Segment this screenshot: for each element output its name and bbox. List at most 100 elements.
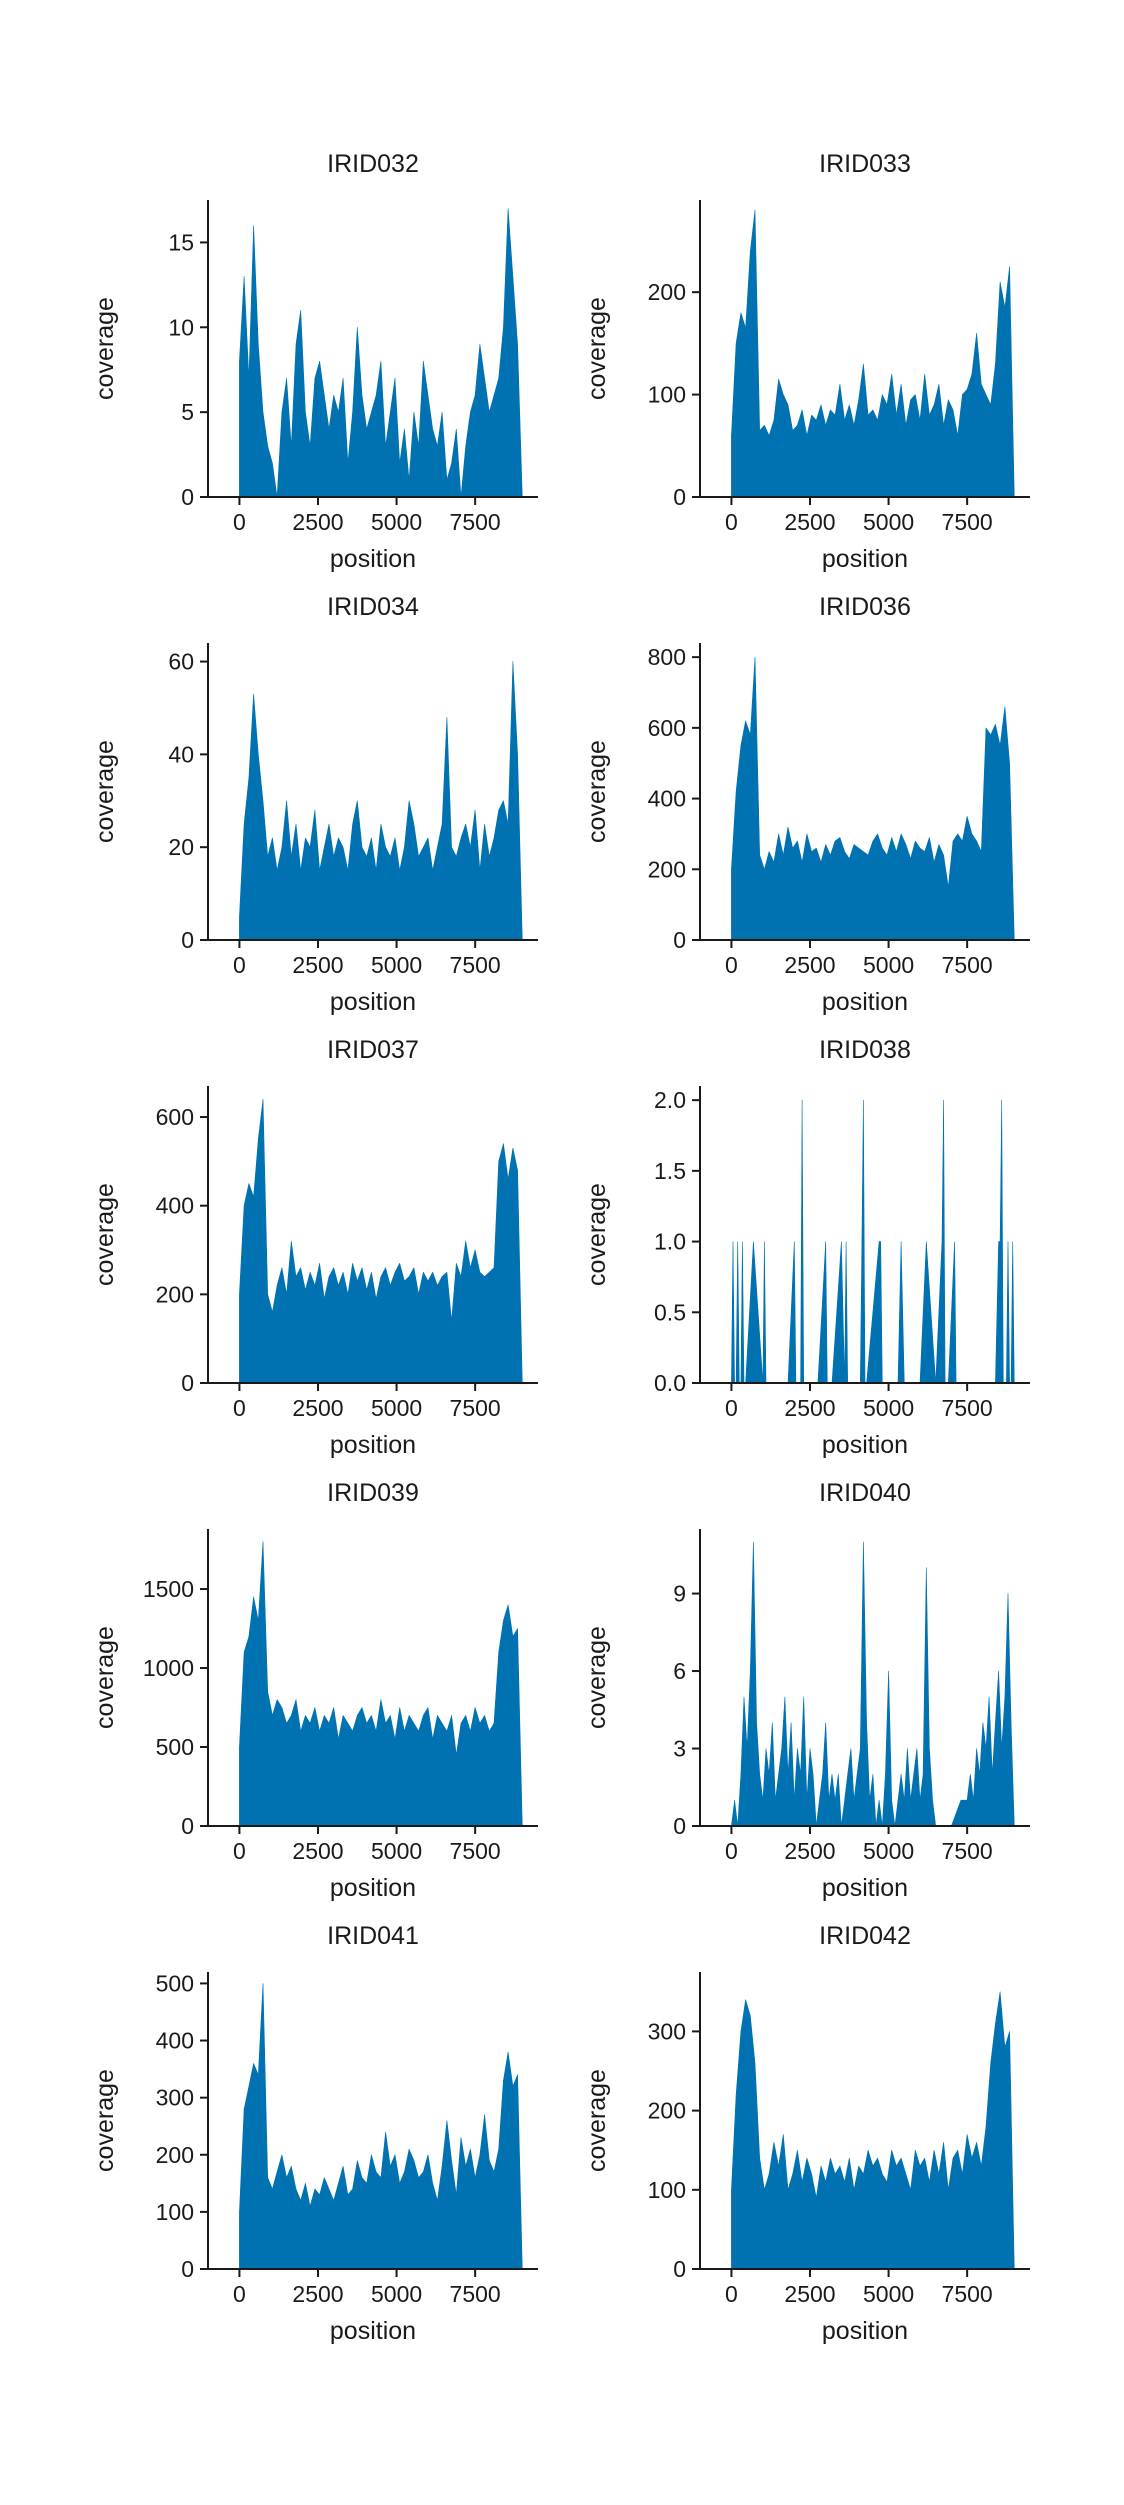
y-tick-label: 0: [181, 484, 194, 510]
y-tick-label: 300: [648, 2018, 686, 2044]
y-tick-label: 5: [181, 399, 194, 425]
y-tick-label: 200: [648, 856, 686, 882]
y-tick-label: 400: [648, 786, 686, 812]
x-tick-label: 7500: [450, 1838, 501, 1864]
subplot-IRID040: 0 2500 5000 7500 0 3 6 9 IRID040 position coverage: [583, 1479, 1030, 1902]
x-tick-label: 0: [233, 509, 246, 535]
y-tick-label: 1.5: [654, 1158, 686, 1184]
x-tick-label: 5000: [863, 509, 914, 535]
y-tick-label: 100: [156, 2199, 194, 2225]
y-axis-label: coverage: [583, 297, 611, 400]
subplot-IRID036: 0 2500 5000 7500 0 200 400 600 800 IRID036 positio…: [583, 593, 1030, 1016]
coverage-area: [731, 1541, 1015, 1827]
coverage-area: [239, 661, 523, 941]
y-tick-label: 0: [673, 927, 686, 953]
y-tick-label: 500: [156, 1970, 194, 1996]
x-axis-label: position: [330, 1874, 416, 1902]
x-axis-label: position: [330, 2317, 416, 2345]
x-tick-label: 0: [725, 1838, 738, 1864]
subplot-IRID042: 0 2500 5000 7500 0 100 200 300 IRID042 position co…: [583, 1922, 1030, 2345]
y-axis-label: coverage: [91, 1626, 119, 1729]
y-axis-label: coverage: [583, 2069, 611, 2172]
y-tick-label: 60: [168, 649, 194, 675]
x-axis-label: position: [330, 1431, 416, 1459]
y-axis-label: coverage: [583, 1183, 611, 1286]
x-tick-label: 2500: [784, 1395, 835, 1421]
y-tick-label: 200: [156, 1281, 194, 1307]
x-tick-label: 5000: [371, 952, 422, 978]
y-tick-label: 400: [156, 1193, 194, 1219]
x-tick-label: 2500: [292, 1395, 343, 1421]
x-tick-label: 0: [233, 2281, 246, 2307]
x-tick-label: 5000: [371, 2281, 422, 2307]
y-tick-label: 800: [648, 644, 686, 670]
y-tick-label: 200: [648, 279, 686, 305]
y-tick-label: 9: [673, 1581, 686, 1607]
y-tick-label: 1000: [143, 1655, 194, 1681]
coverage-area: [239, 1983, 523, 2270]
coverage-area: [731, 1099, 1015, 1384]
x-tick-label: 5000: [863, 1838, 914, 1864]
y-axis-label: coverage: [583, 1626, 611, 1729]
x-tick-label: 0: [725, 2281, 738, 2307]
y-tick-label: 100: [648, 382, 686, 408]
x-axis-label: position: [822, 988, 908, 1016]
y-tick-label: 0.5: [654, 1299, 686, 1325]
x-tick-label: 7500: [942, 952, 993, 978]
subplot-title: IRID038: [819, 1036, 911, 1064]
y-tick-label: 600: [156, 1104, 194, 1130]
y-tick-label: 500: [156, 1734, 194, 1760]
coverage-area: [731, 1991, 1015, 2270]
y-axis-label: coverage: [91, 297, 119, 400]
x-tick-label: 7500: [942, 1838, 993, 1864]
y-tick-label: 0: [181, 927, 194, 953]
subplot-title: IRID032: [327, 150, 419, 178]
y-tick-label: 200: [156, 2142, 194, 2168]
subplot-IRID034: 0 2500 5000 7500 0 20 40 60 IRID034 position cover…: [91, 593, 538, 1016]
x-tick-label: 2500: [292, 952, 343, 978]
y-axis-label: coverage: [91, 1183, 119, 1286]
y-tick-label: 40: [168, 741, 194, 767]
subplot-title: IRID033: [819, 150, 911, 178]
x-axis-label: position: [822, 1874, 908, 1902]
coverage-area: [239, 208, 523, 498]
x-tick-label: 5000: [863, 952, 914, 978]
x-tick-label: 7500: [942, 1395, 993, 1421]
x-tick-label: 7500: [450, 1395, 501, 1421]
y-tick-label: 0.0: [654, 1370, 686, 1396]
subplot-title: IRID042: [819, 1922, 911, 1950]
y-tick-label: 15: [168, 229, 194, 255]
y-axis-label: coverage: [91, 740, 119, 843]
y-tick-label: 0: [673, 2256, 686, 2282]
coverage-area: [731, 656, 1015, 941]
subplot-title: IRID040: [819, 1479, 911, 1507]
y-tick-label: 2.0: [654, 1087, 686, 1113]
x-axis-label: position: [822, 545, 908, 573]
x-axis-label: position: [822, 2317, 908, 2345]
y-tick-label: 300: [156, 2085, 194, 2111]
y-tick-label: 0: [181, 1370, 194, 1396]
y-tick-label: 200: [648, 2098, 686, 2124]
x-tick-label: 2500: [784, 509, 835, 535]
y-axis-label: coverage: [583, 740, 611, 843]
x-tick-label: 0: [725, 1395, 738, 1421]
subplot-title: IRID037: [327, 1036, 419, 1064]
subplot-IRID041: 0 2500 5000 7500 0 100 200 300 400 500 IRID041 posi…: [91, 1922, 538, 2345]
x-tick-label: 5000: [371, 1395, 422, 1421]
subplot-title: IRID041: [327, 1922, 419, 1950]
subplot-IRID032: 0 2500 5000 7500 0 5 10 15 IRID032 position covera…: [91, 150, 538, 573]
subplot-IRID033: 0 2500 5000 7500 0 100 200 IRID033 position cover…: [583, 150, 1030, 573]
subplot-IRID037: 0 2500 5000 7500 0 200 400 600 IRID037 position co…: [91, 1036, 538, 1459]
y-tick-label: 3: [673, 1736, 686, 1762]
subplot-IRID038: 0 2500 5000 7500 0.0 0.5 1.0 1.5 2.0 IRID038 posit…: [583, 1036, 1030, 1459]
subplot-title: IRID036: [819, 593, 911, 621]
subplot-IRID039: 0 2500 5000 7500 0 500 1000 1500 IRID039 position…: [91, 1479, 538, 1902]
x-tick-label: 2500: [292, 2281, 343, 2307]
y-tick-label: 600: [648, 715, 686, 741]
x-axis-label: position: [822, 1431, 908, 1459]
y-tick-label: 10: [168, 314, 194, 340]
x-tick-label: 0: [233, 1395, 246, 1421]
subplot-title: IRID034: [327, 593, 419, 621]
y-tick-label: 0: [673, 484, 686, 510]
